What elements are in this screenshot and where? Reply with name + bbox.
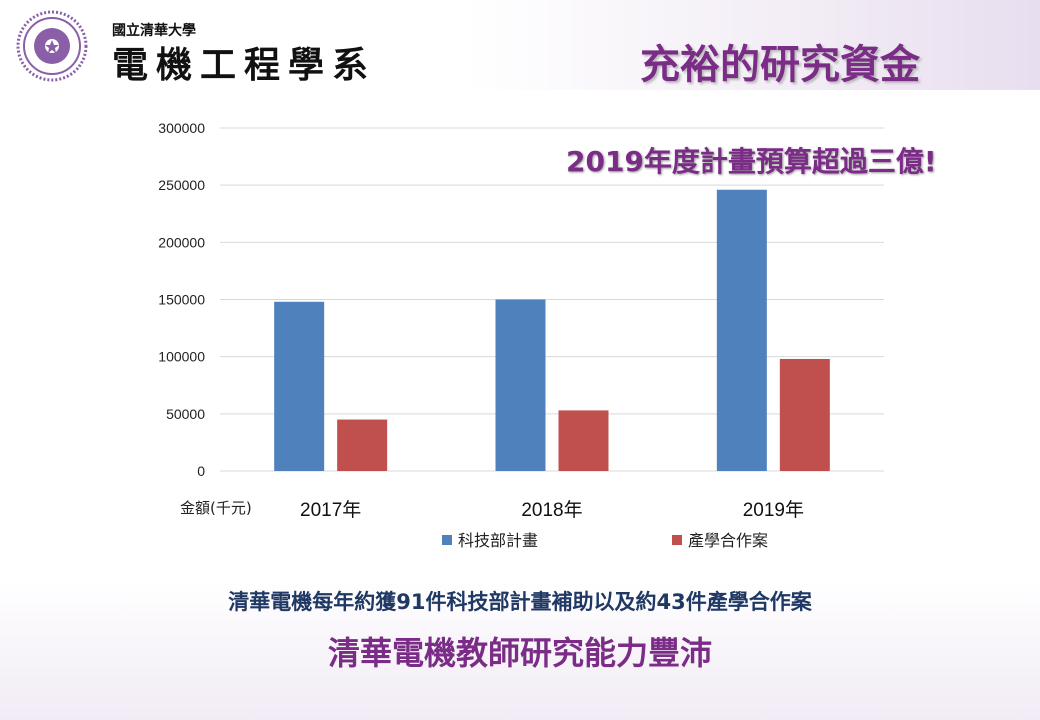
university-seal-logo bbox=[16, 10, 88, 82]
y-tick-label: 0 bbox=[197, 463, 205, 479]
x-tick-label: 2017年 bbox=[300, 499, 361, 521]
footer-background bbox=[0, 580, 1040, 720]
footer-line-1: 清華電機每年約獲91件科技部計畫補助以及約43件產學合作案 bbox=[228, 590, 812, 614]
legend-swatch bbox=[442, 535, 452, 545]
x-tick-label: 2019年 bbox=[743, 499, 804, 521]
bar-2017年-科技部計畫 bbox=[274, 301, 325, 471]
slide-title: 充裕的研究資金 bbox=[640, 42, 920, 88]
bar-2018年-科技部計畫 bbox=[495, 299, 546, 471]
y-tick-label: 200000 bbox=[158, 234, 205, 250]
y-tick-label: 250000 bbox=[158, 177, 205, 193]
bar-2019年-產學合作案 bbox=[779, 358, 830, 471]
y-tick-label: 300000 bbox=[158, 120, 205, 136]
y-axis-label: 金額(千元) bbox=[180, 499, 252, 517]
legend-label: 科技部計畫 bbox=[458, 531, 538, 550]
y-tick-label: 50000 bbox=[166, 406, 205, 422]
bar-2019年-科技部計畫 bbox=[716, 189, 767, 472]
header-background bbox=[0, 0, 1040, 90]
legend-label: 產學合作案 bbox=[688, 531, 768, 550]
x-tick-label: 2018年 bbox=[521, 499, 582, 521]
logo-department-name: 電機工程學系 bbox=[112, 44, 377, 86]
bar-2017年-產學合作案 bbox=[337, 419, 388, 471]
y-tick-label: 150000 bbox=[158, 292, 205, 308]
bar-2018年-產學合作案 bbox=[558, 410, 609, 471]
logo-university-name: 國立清華大學 bbox=[112, 23, 196, 39]
y-tick-label: 100000 bbox=[158, 349, 205, 365]
footer-line-2: 清華電機教師研究能力豐沛 bbox=[327, 634, 712, 672]
chart-callout: 2019年度計畫預算超過三億! bbox=[566, 145, 937, 178]
legend-swatch bbox=[672, 535, 682, 545]
